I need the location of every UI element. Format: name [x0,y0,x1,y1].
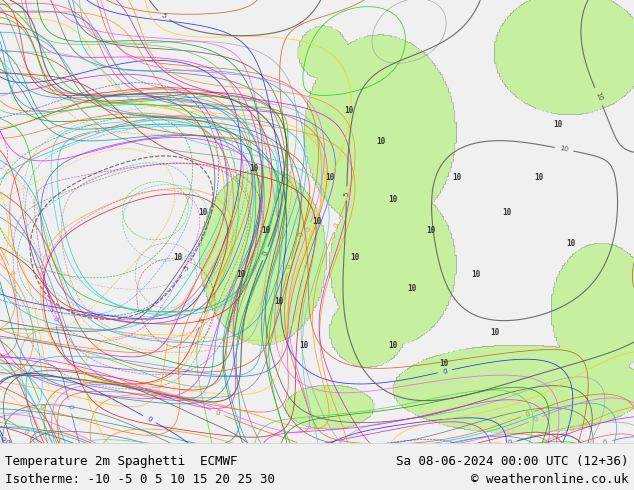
Text: 0: 0 [533,416,539,423]
Text: 10: 10 [408,284,417,293]
Text: Sa 08-06-2024 00:00 UTC (12+36): Sa 08-06-2024 00:00 UTC (12+36) [396,455,629,468]
Text: 10: 10 [344,106,353,115]
Text: 10: 10 [376,137,385,147]
Text: Isotherme: -10 -5 0 5 10 15 20 25 30: Isotherme: -10 -5 0 5 10 15 20 25 30 [5,473,275,486]
Text: 10: 10 [566,240,575,248]
Text: 0: 0 [3,439,10,446]
Text: 0: 0 [198,317,205,323]
Text: 0: 0 [333,222,340,229]
Text: 10: 10 [594,91,603,102]
Text: 5: 5 [160,12,167,19]
Text: 10: 10 [275,297,283,306]
Text: 0: 0 [0,436,5,441]
Text: 10: 10 [325,173,334,182]
Text: 10: 10 [490,328,499,337]
Text: 10: 10 [559,146,569,153]
Text: 5: 5 [344,191,350,196]
Text: 10: 10 [553,120,562,129]
Text: 0: 0 [22,429,29,436]
Text: 10: 10 [249,164,258,173]
Text: 0: 0 [262,250,269,257]
Text: 0: 0 [202,282,209,289]
Text: 10: 10 [313,217,321,226]
Text: 10: 10 [173,253,182,262]
Text: 10: 10 [389,342,398,350]
Text: 0: 0 [51,316,58,322]
Text: 0: 0 [305,226,312,232]
Text: 10: 10 [534,173,543,182]
Text: 0: 0 [38,404,45,410]
Text: 10: 10 [262,226,271,235]
Text: 0: 0 [569,426,575,433]
Text: 0: 0 [67,404,74,410]
Text: 0: 0 [507,440,513,446]
Text: 10: 10 [198,208,207,218]
Text: 10: 10 [471,270,480,279]
Text: 0: 0 [524,411,531,418]
Text: 0: 0 [298,231,305,238]
Text: -5: -5 [182,263,191,272]
Text: 0: 0 [47,392,54,397]
Text: 10: 10 [503,208,512,218]
Text: 0: 0 [8,270,15,275]
Text: 0: 0 [602,439,609,446]
Text: 10: 10 [351,253,359,262]
Text: 0: 0 [166,96,171,102]
Text: 0: 0 [146,416,153,423]
Text: 10: 10 [389,195,398,204]
Text: 0: 0 [286,263,293,269]
Text: Temperature 2m Spaghetti  ECMWF: Temperature 2m Spaghetti ECMWF [5,455,238,468]
Text: © weatheronline.co.uk: © weatheronline.co.uk [472,473,629,486]
Text: 10: 10 [236,270,245,279]
Text: 0: 0 [442,368,448,375]
Text: 10: 10 [300,342,309,350]
Text: 0: 0 [214,409,221,416]
Text: 10: 10 [452,173,461,182]
Text: 10: 10 [427,226,436,235]
Text: 0: 0 [94,127,100,135]
Text: 0: 0 [171,386,176,392]
Text: 10: 10 [439,359,448,368]
